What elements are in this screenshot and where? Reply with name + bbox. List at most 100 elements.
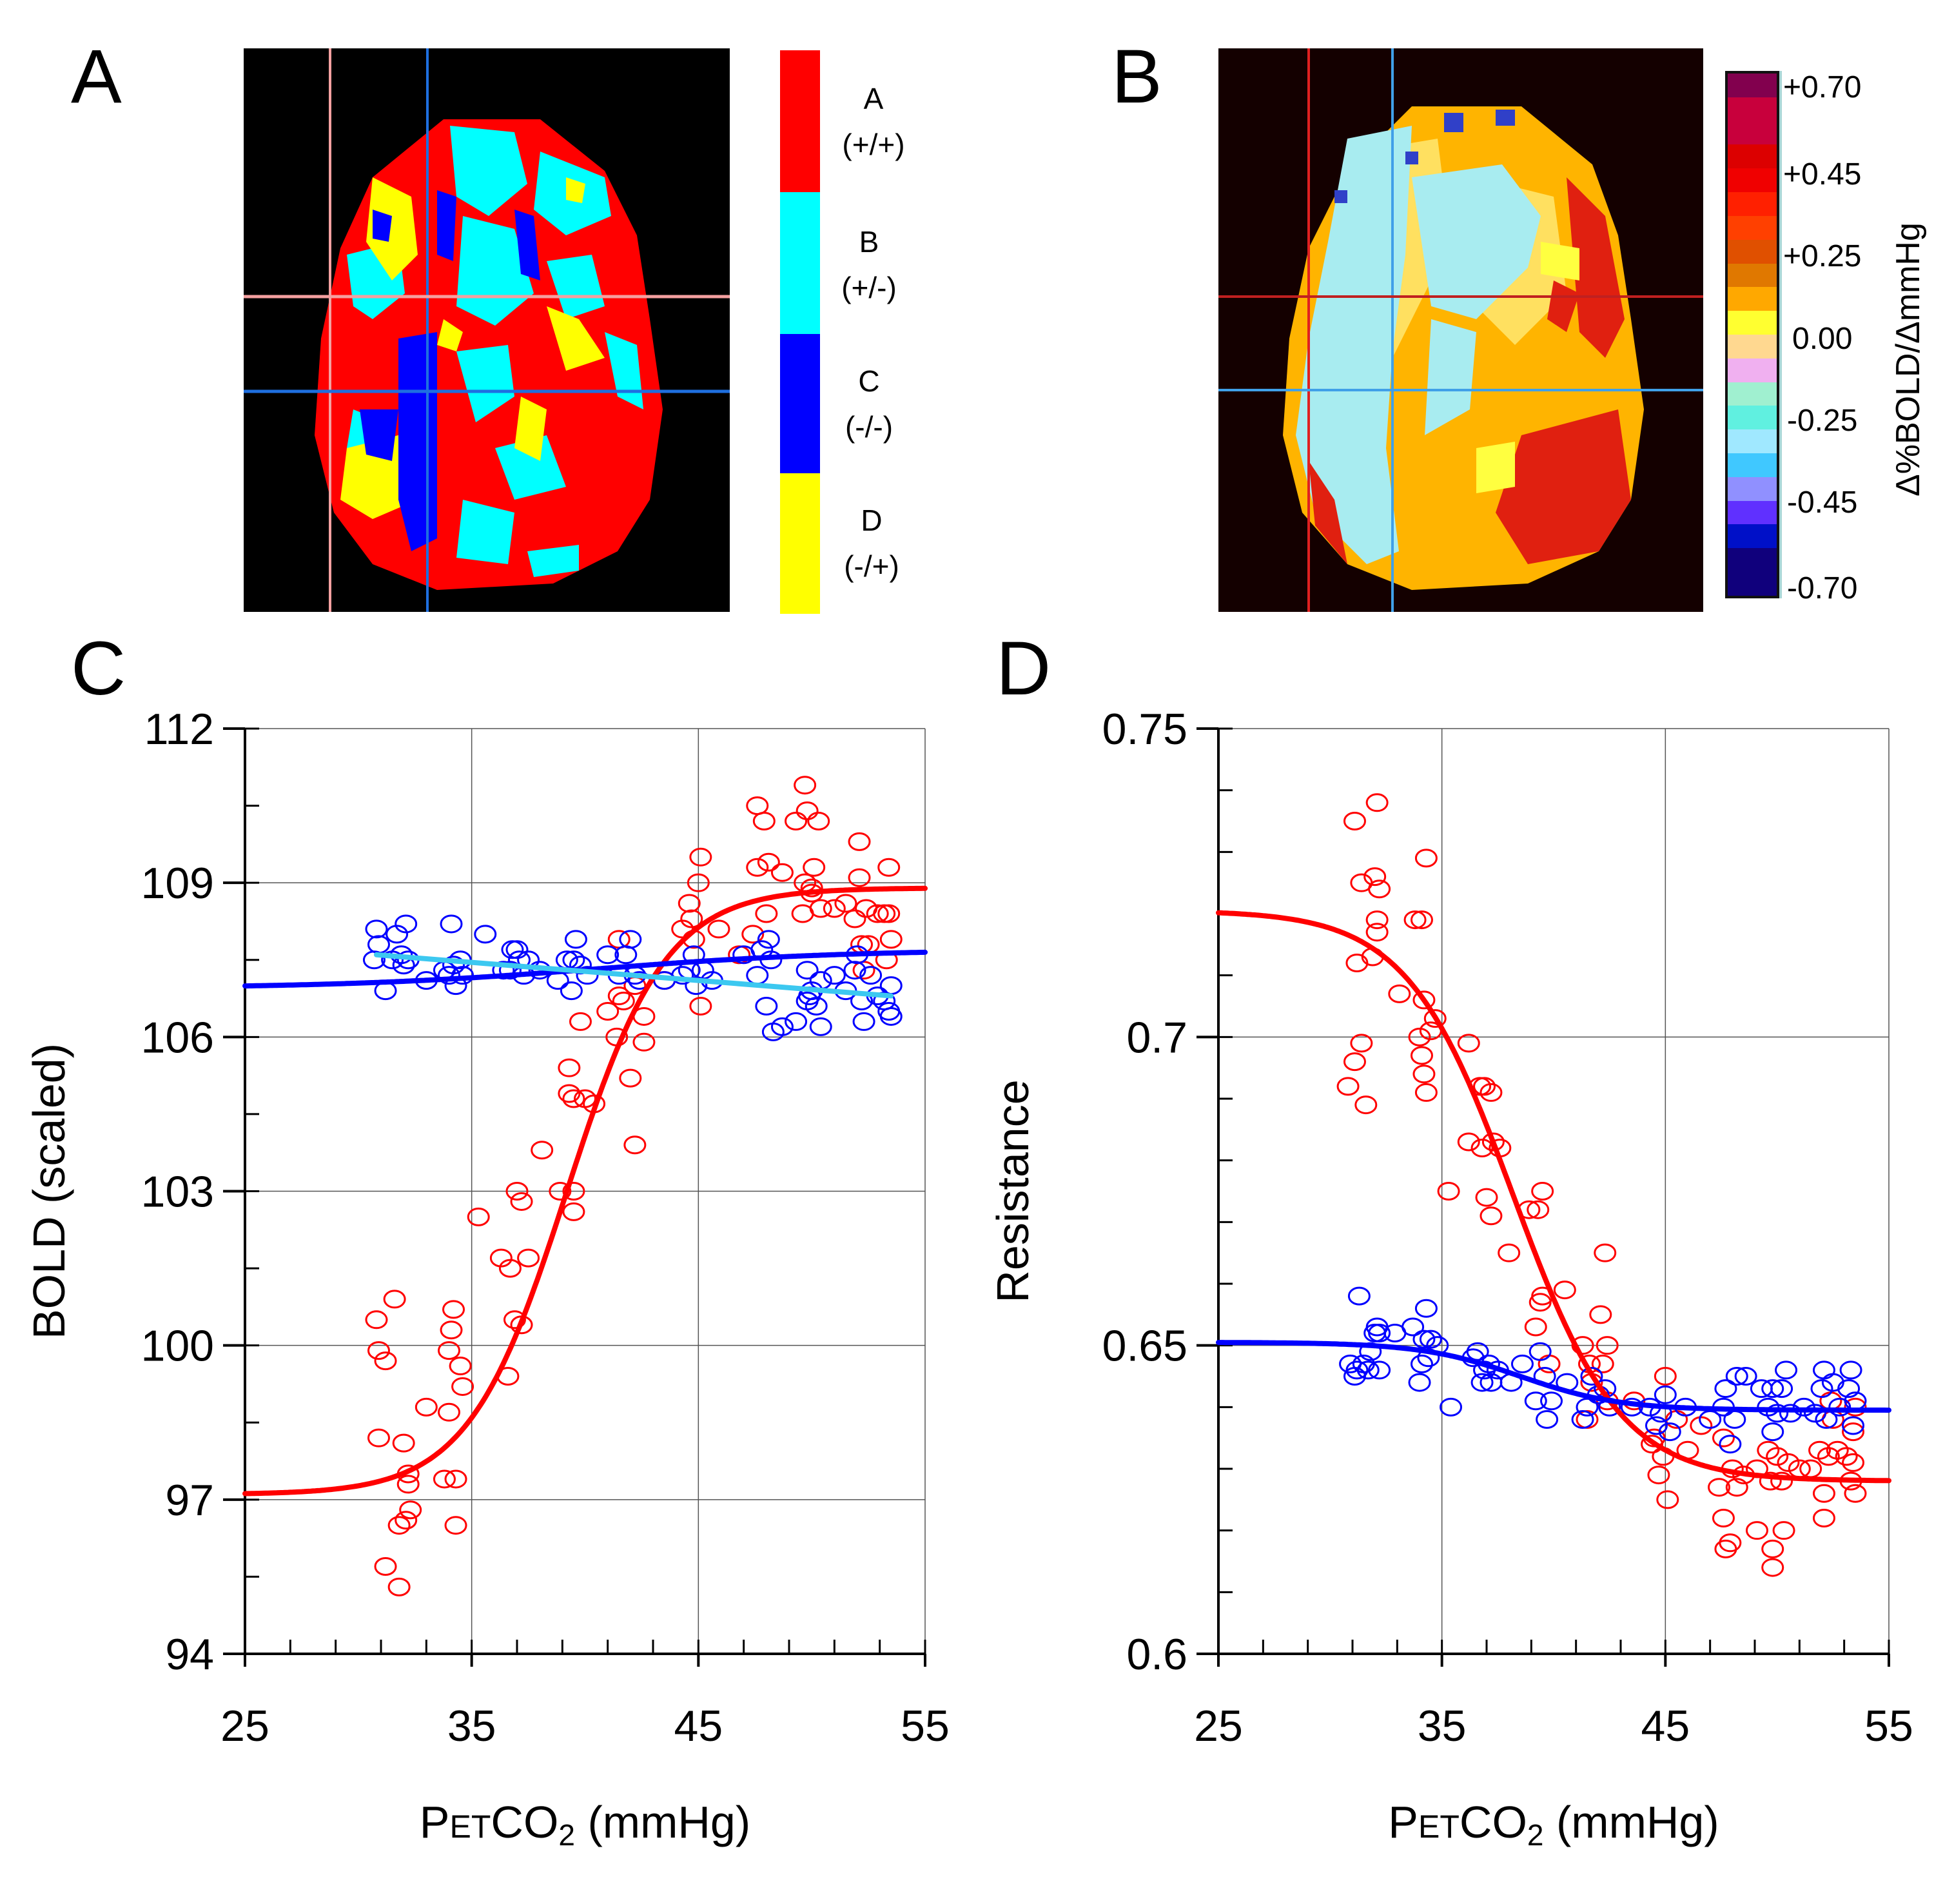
data-point [438,1402,460,1422]
y-tick-label: 0.7 [1126,1013,1187,1062]
data-point [1645,1416,1668,1435]
data-point [1480,1083,1503,1102]
colorbar-tick-5: -0.45 [1787,486,1858,520]
data-point [1712,1428,1735,1448]
minor-ticks [244,727,926,1655]
data-point [1745,1521,1768,1540]
data-point [877,904,901,923]
data-point [1510,1354,1534,1373]
data-point [1719,1435,1742,1454]
data-point [680,909,703,928]
data-point [562,1182,585,1201]
colorbar-band [1728,524,1777,549]
panel-b-slope-map [1218,48,1703,612]
data-point [510,1192,533,1211]
data-point [1414,1083,1438,1102]
colorbar-band [1728,382,1777,406]
data-point [785,812,808,830]
data-point [558,1058,581,1077]
data-point [1779,1404,1802,1423]
data-point [757,930,780,949]
data-point [1536,1409,1559,1429]
legend-label-c: C (-/-) [817,358,921,451]
data-point [1712,1509,1735,1528]
data-point [746,796,769,816]
data-point [1842,1416,1865,1435]
data-point [560,981,583,1001]
panel-a-letter: A [71,34,122,119]
data-point [741,925,765,944]
data-point [848,832,871,851]
colorbar-band [1728,334,1777,358]
x-tick-label: 45 [674,1702,723,1751]
x-tick-label: 25 [220,1702,269,1751]
data-point [1766,1404,1789,1423]
data-point [1410,910,1433,930]
data-point [1402,1317,1425,1337]
data-point [396,1475,420,1494]
data-point [1475,1188,1498,1207]
data-point [1792,1397,1815,1417]
data-point [1654,1367,1677,1386]
data-point [689,847,712,867]
data-point [877,858,901,877]
y-tick-label: 103 [141,1168,214,1217]
data-point [757,852,780,872]
colorbar-tick-1: +0.45 [1783,157,1862,191]
legend-swatch-b [780,192,820,334]
data-point [569,1012,592,1031]
colorbar-band [1728,97,1777,121]
data-point [1529,1293,1552,1312]
data-point [1412,990,1436,1010]
data-point [1524,1317,1547,1337]
data-point [1356,1360,1380,1380]
data-point [1734,1367,1757,1386]
data-point [438,966,460,985]
panel-b-letter: B [1111,34,1162,119]
colorbar-band [1728,500,1777,525]
data-point [474,925,497,944]
data-point [1336,1077,1360,1096]
y-tick-label: 112 [144,705,214,754]
data-point [1761,1558,1784,1577]
y-tick-label: 106 [141,1013,214,1062]
y-axis-label: Resistance [988,1079,1038,1302]
data-point [807,812,830,830]
legend-label-b: B (+/-) [817,219,921,311]
data-point [517,1248,540,1268]
data-point [392,1433,415,1453]
data-point [395,1511,418,1530]
data-point [1770,1379,1793,1399]
slope-low-positive-regions [1476,242,1579,493]
blue-voxel-points [1339,1286,1867,1454]
data-point [367,935,390,954]
data-point [387,1577,411,1596]
colorbar-band [1728,572,1777,596]
data-point [1480,1206,1503,1226]
x-axis-label: PETCO2 (mmHg) [420,1797,750,1852]
data-point [1839,1360,1862,1380]
data-point [1647,1466,1670,1485]
data-point [498,1259,522,1278]
data-point [866,904,889,923]
data-point [1571,1409,1594,1429]
colorbar-band [1728,239,1777,264]
panel-c-letter: C [71,626,126,711]
data-point [623,1135,647,1155]
data-point [1761,1379,1784,1399]
data-point [1410,1354,1433,1373]
data-point [505,1182,529,1201]
colorbar-title: Δ%BOLD/ΔmmHg [1890,222,1927,496]
data-point [1837,1379,1861,1399]
data-point [1553,1281,1576,1300]
data-point [1723,1409,1746,1429]
legend-letter: C [858,364,880,398]
data-point [558,1084,581,1103]
data-point [438,1341,460,1360]
data-point [367,1428,390,1448]
data-point [1365,793,1389,812]
data-point [1766,1447,1789,1466]
data-point [1844,1484,1867,1503]
blue-fit-line [1216,1340,1891,1413]
slope-map-image [1218,48,1703,612]
